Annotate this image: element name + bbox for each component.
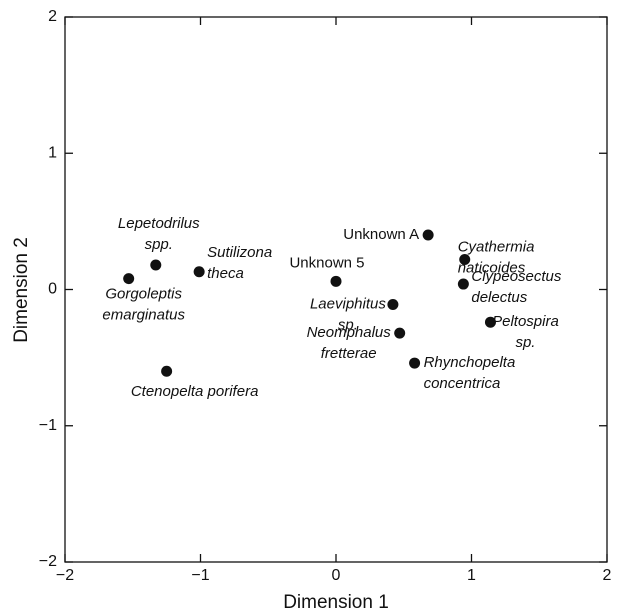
point-label: theca <box>207 265 244 282</box>
point-label: Peltospira <box>492 313 559 330</box>
y-tick-label: 1 <box>48 144 57 161</box>
x-tick-label: 1 <box>467 567 476 584</box>
point-label: Sutilizona <box>207 244 272 261</box>
point-label: fretterae <box>321 345 377 362</box>
point-label: Lepetodrilus <box>118 215 200 232</box>
point-label: spp. <box>145 236 173 253</box>
x-tick-label: 2 <box>603 567 612 584</box>
point-label: sp. <box>338 316 358 333</box>
point <box>150 259 162 271</box>
point <box>459 254 471 266</box>
point-label: concentrica <box>424 375 501 392</box>
point <box>484 316 496 328</box>
point-label: delectus <box>471 289 527 306</box>
point <box>409 357 421 369</box>
x-tick-label: −2 <box>56 567 74 584</box>
point <box>330 275 342 287</box>
point <box>394 327 406 339</box>
point <box>457 278 469 290</box>
point-label: Clypeosectus <box>471 268 562 285</box>
point <box>123 273 135 285</box>
point-label: naticoides <box>458 259 526 276</box>
x-tick-label: 0 <box>332 567 341 584</box>
point-label: Rhynchopelta <box>424 354 516 371</box>
point-label: Laeviphitus <box>310 295 386 312</box>
point <box>161 365 173 377</box>
point <box>387 298 399 310</box>
point-label: Ctenopelta porifera <box>131 383 259 400</box>
y-tick-label: −1 <box>39 417 57 434</box>
point-label: Unknown A <box>343 226 419 243</box>
point <box>193 266 205 278</box>
x-axis-title: Dimension 1 <box>283 592 389 613</box>
x-tick-label: −1 <box>191 567 209 584</box>
point-label: Gorgoleptis <box>105 286 182 303</box>
y-tick-label: 0 <box>48 281 57 298</box>
y-tick-label: −2 <box>39 553 57 570</box>
point <box>422 229 434 241</box>
point-label: Neomphalus <box>307 324 392 341</box>
point-label: sp. <box>515 334 535 351</box>
y-tick-label: 2 <box>48 8 57 25</box>
y-axis-title: Dimension 2 <box>11 237 32 343</box>
point-label: emarginatus <box>102 307 185 324</box>
point-label: Cyathermia <box>458 238 535 255</box>
point-label: Unknown 5 <box>289 254 364 271</box>
